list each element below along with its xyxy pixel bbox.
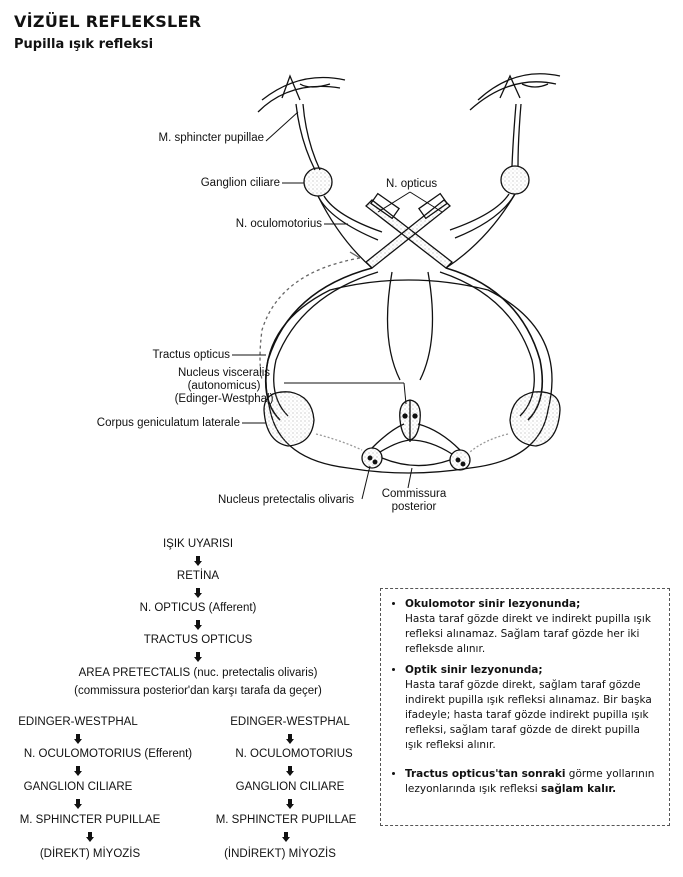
note-optic-heading: Optik sinir lezyonunda; [405,664,543,676]
note-optic-lesion: Optik sinir lezyonunda; Hasta taraf gözd… [405,663,659,753]
note-tractus-bold-2: sağlam kalır. [541,783,617,795]
label-commissura-posterior: Commissura posterior [381,488,447,513]
flow-step-area-pretectalis: AREA PRETECTALIS (nuc. pretectalis oliva… [78,667,318,679]
note-tractus-opticus: Tractus opticus'tan sonraki görme yollar… [405,767,659,797]
left-step-n-oculomotorius: N. OCULOMOTORIUS (Efferent) [23,748,193,760]
note-oculomotor-lesion: Okulomotor sinir lezyonunda; Hasta taraf… [405,597,659,657]
note-oculomotor-heading: Okulomotor sinir lezyonunda; [405,598,581,610]
label-ganglion-ciliare: Ganglion ciliare [200,177,280,189]
flow-step-isik-uyarisi: IŞIK UYARISI [162,538,234,550]
midbrain-outline [265,279,553,474]
flow-step-n-opticus: N. OPTICUS (Afferent) [139,602,257,614]
lesion-notes-box: Okulomotor sinir lezyonunda; Hasta taraf… [380,588,670,826]
label-n-oculomotorius: N. oculomotorius [235,218,322,230]
page-subtitle: Pupilla ışık refleksi [14,37,154,52]
note-tractus-bold-1: Tractus opticus'tan sonraki [405,768,566,780]
ganglion-ciliare-right [500,165,530,195]
ganglion-ciliare-left [303,167,333,197]
note-oculomotor-text: Hasta taraf gözde direkt ve indirekt pup… [405,613,651,655]
flow-step-retina: RETİNA [176,570,220,582]
left-step-sphincter: M. SPHINCTER PUPILLAE [19,814,161,826]
optic-chiasm [365,192,453,269]
corpus-geniculatum-right [509,391,561,447]
right-step-sphincter: M. SPHINCTER PUPILLAE [215,814,357,826]
flow-step-tractus-opticus: TRACTUS OPTICUS [143,634,253,646]
label-sphincter-pupillae: M. sphincter pupillae [158,132,264,144]
right-step-edinger-westphal: EDINGER-WESTPHAL [230,716,350,728]
edinger-westphal-nucleus [399,399,421,442]
label-nucleus-visceralis: Nucleus visceralis (autonomicus) (Edinge… [174,367,274,405]
label-corpus-geniculatum: Corpus geniculatum laterale [96,417,240,429]
flow-step-commissura-note: (commissura posterior'dan karşı tarafa d… [74,685,322,697]
corpus-geniculatum-left [263,391,315,447]
left-step-direkt-miyozis: (DİREKT) MİYOZİS [39,848,141,860]
right-eye [469,73,561,111]
right-step-n-oculomotorius: N. OCULOMOTORIUS [235,748,353,760]
commissura-posterior [381,457,451,467]
note-optic-text: Hasta taraf gözde direkt, sağlam taraf g… [405,679,652,751]
left-step-edinger-westphal: EDINGER-WESTPHAL [18,716,138,728]
left-step-ganglion-ciliare: GANGLION CILIARE [23,781,133,793]
left-eye [257,74,346,113]
note-tractus-text: görme yollarının lezyonlarında ışık refl… [405,768,655,795]
pupillary-reflex-diagram [232,73,561,500]
label-n-opticus: N. opticus [386,178,438,190]
page-title: VİZÜEL REFLEKSLER [14,12,202,31]
right-step-indirekt-miyozis: (İNDİREKT) MİYOZİS [224,848,336,860]
label-tractus-opticus: Tractus opticus [152,349,230,361]
label-nucleus-pretectalis: Nucleus pretectalis olivaris [218,494,355,506]
right-step-ganglion-ciliare: GANGLION CILIARE [235,781,345,793]
